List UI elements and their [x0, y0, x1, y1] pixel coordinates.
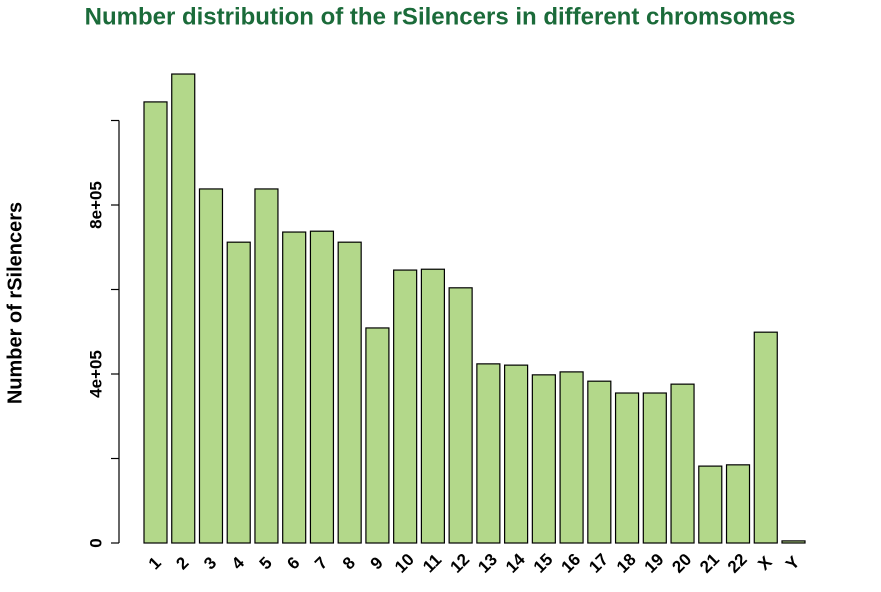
- bar: [143, 101, 168, 544]
- bar: [282, 231, 307, 544]
- bar: [476, 363, 501, 544]
- bar: [171, 73, 196, 544]
- bar: [781, 540, 806, 544]
- x-tick-label: 15: [530, 550, 557, 577]
- x-tick-label: 19: [641, 550, 668, 577]
- y-axis-label: Number of rSilencers: [4, 202, 26, 404]
- x-tick-label: 13: [474, 550, 501, 577]
- bar: [365, 327, 390, 544]
- bar: [559, 371, 584, 544]
- x-tick-label: 14: [502, 549, 529, 576]
- y-tick-label: 4e+05: [86, 350, 105, 398]
- bar: [753, 331, 778, 544]
- bar: [198, 188, 224, 544]
- bar: [587, 380, 612, 544]
- bar: [698, 465, 723, 544]
- bar: [254, 188, 279, 544]
- x-tick-label: 2: [172, 553, 192, 573]
- x-tick-label: 9: [367, 553, 387, 573]
- x-tick-label: 5: [256, 553, 276, 573]
- x-tick-label: 6: [283, 553, 303, 573]
- x-tick-label: 18: [613, 550, 640, 577]
- x-tick-label: Y: [782, 552, 804, 574]
- bar: [614, 392, 640, 544]
- y-tick-label: 8e+05: [86, 181, 105, 229]
- x-tick-label: 7: [311, 553, 331, 573]
- x-tick-label: 12: [447, 550, 474, 577]
- bar: [642, 392, 667, 544]
- bar: [531, 374, 556, 544]
- x-tick-label: 10: [391, 550, 418, 577]
- x-tick-label: 16: [557, 550, 584, 577]
- x-tick-label: 3: [200, 553, 220, 573]
- bar: [725, 464, 751, 544]
- x-tick-label: 8: [339, 553, 359, 573]
- x-tick-label: 17: [585, 550, 612, 577]
- bar: [309, 230, 335, 544]
- x-tick-label: 21: [696, 550, 723, 577]
- x-tick-label: 11: [419, 550, 445, 576]
- bar: [504, 364, 529, 544]
- chart-title: Number distribution of the rSilencers in…: [85, 3, 796, 30]
- bar: [670, 383, 695, 544]
- x-tick-label: 4: [228, 553, 249, 574]
- x-tick-label: X: [754, 552, 776, 574]
- y-tick-label: 0: [86, 538, 105, 547]
- x-tick-label: 22: [724, 550, 751, 577]
- bar: [420, 268, 445, 544]
- x-tick-label: 20: [668, 550, 695, 577]
- bar: [448, 287, 473, 544]
- bar: [337, 241, 362, 544]
- x-tick-label: 1: [145, 553, 165, 573]
- bar: [226, 241, 251, 544]
- bar: [393, 269, 418, 544]
